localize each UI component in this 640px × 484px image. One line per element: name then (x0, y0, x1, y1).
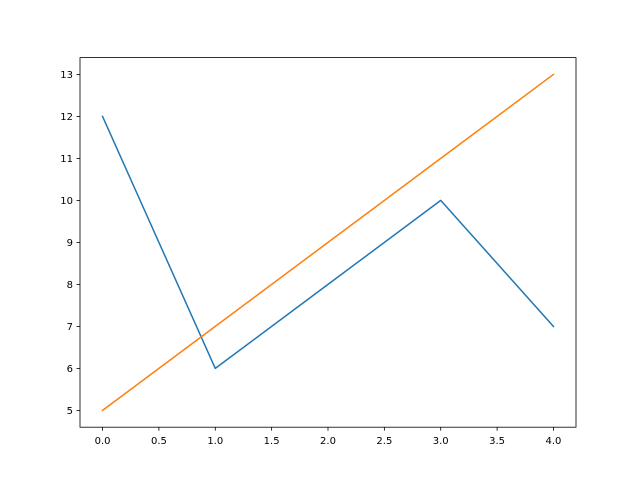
y-tick-label: 8 (67, 280, 73, 291)
x-tick-label: 1.5 (264, 436, 280, 447)
x-tick-label: 3.5 (489, 436, 505, 447)
plot-lines (101, 73, 555, 412)
y-tick-label: 6 (67, 364, 73, 375)
x-axis: 0.0 0.5 1.0 1.5 2.0 2.5 3.0 3.5 4.0 (95, 427, 562, 447)
y-tick-label: 5 (67, 406, 73, 417)
y-tick-label: 10 (60, 196, 73, 207)
x-tick-label: 2.5 (376, 436, 392, 447)
x-tick-label: 0.5 (151, 436, 167, 447)
x-tick-label: 2.0 (320, 436, 336, 447)
y-tick-label: 9 (67, 238, 73, 249)
y-tick-label: 7 (67, 322, 73, 333)
y-tick-label: 12 (60, 112, 73, 123)
x-tick-label: 3.0 (433, 436, 449, 447)
y-tick-label: 11 (60, 154, 73, 165)
x-tick-label: 1.0 (207, 436, 223, 447)
y-tick-label: 13 (60, 70, 73, 81)
y-axis: 5 6 7 8 9 10 11 12 13 (60, 70, 80, 417)
series-line-1 (101, 115, 555, 370)
axes-frame (79, 57, 577, 428)
x-tick-label: 4.0 (546, 436, 562, 447)
x-tick-label: 0.0 (95, 436, 111, 447)
series-line-2 (101, 73, 555, 412)
